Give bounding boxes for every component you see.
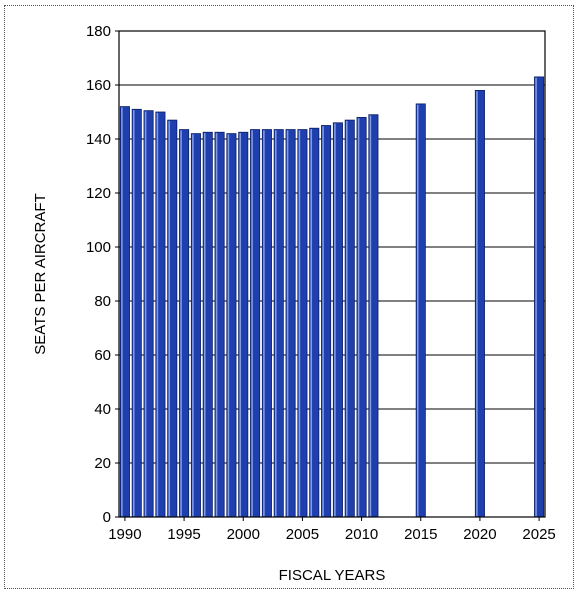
bar-highlight [203, 133, 206, 517]
x-tick-label: 1990 [108, 526, 141, 543]
y-tick-label: 140 [86, 131, 111, 148]
x-tick-label: 2005 [286, 526, 319, 543]
y-tick-label: 40 [94, 401, 111, 418]
bar-highlight [251, 130, 253, 517]
grid-lines [119, 84, 545, 464]
bar-highlight [144, 111, 147, 517]
bar-highlight [535, 77, 537, 517]
y-tick-label: 120 [86, 185, 111, 202]
x-axis-title: FISCAL YEARS [279, 567, 386, 584]
bar-highlight [227, 134, 230, 517]
bar-highlight [334, 123, 336, 517]
bar-highlight [121, 107, 123, 517]
bar-highlight [239, 133, 242, 517]
x-tick-label: 2020 [463, 526, 496, 543]
y-tick-label: 180 [86, 23, 111, 40]
x-tick-label: 2010 [345, 526, 378, 543]
x-tick-label: 2025 [522, 526, 555, 543]
bar-highlight [215, 133, 218, 517]
y-tick-label: 60 [94, 347, 111, 364]
bar-highlight [274, 130, 277, 517]
bar-highlight [263, 130, 265, 517]
bar-highlight [168, 120, 171, 517]
bar-highlight [310, 129, 313, 517]
plot-area [118, 30, 546, 518]
bar-highlight [298, 130, 301, 517]
bar-highlight [132, 110, 135, 517]
bar-highlight [322, 126, 324, 517]
bar-highlight [345, 120, 348, 517]
bar-highlight [416, 104, 419, 517]
y-tick-label: 20 [94, 455, 111, 472]
bar-highlight [476, 91, 478, 517]
y-tick-label: 0 [103, 509, 111, 526]
y-tick-label: 160 [86, 77, 111, 94]
x-tick-label: 1995 [167, 526, 200, 543]
bar-highlight [369, 115, 372, 517]
bar-highlight [156, 112, 159, 517]
bar-highlight [357, 118, 360, 517]
bars [119, 76, 545, 518]
x-tick-label: 2000 [227, 526, 260, 543]
x-axis: 1990 1995 2000 2005 2010 2015 2020 2025 [108, 517, 556, 543]
chart-frame [4, 5, 574, 589]
y-axis-title: SEATS PER AIRCRAFT [32, 193, 49, 354]
bar-highlight [192, 134, 194, 517]
y-axis: 0 20 40 60 80 100 120 140 160 180 [86, 23, 119, 526]
y-tick-label: 80 [94, 293, 111, 310]
y-tick-label: 100 [86, 239, 111, 256]
bar-highlight [180, 130, 182, 517]
bar-highlight [286, 130, 289, 517]
x-tick-label: 2015 [404, 526, 437, 543]
